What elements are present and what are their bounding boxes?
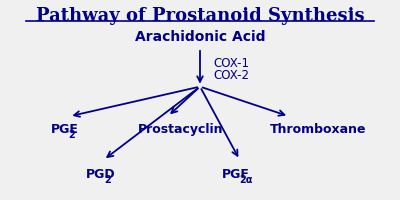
Text: PGE: PGE xyxy=(50,122,78,135)
Text: Thromboxane: Thromboxane xyxy=(270,122,366,135)
Text: Pathway of Prostanoid Synthesis: Pathway of Prostanoid Synthesis xyxy=(36,7,364,25)
Text: 2: 2 xyxy=(69,129,75,139)
Text: Prostacyclin: Prostacyclin xyxy=(138,122,223,135)
Text: 2: 2 xyxy=(104,174,111,184)
Text: PGF: PGF xyxy=(222,167,250,180)
Text: PGD: PGD xyxy=(86,167,115,180)
Text: COX-2: COX-2 xyxy=(213,69,249,82)
Text: COX-1: COX-1 xyxy=(213,57,249,70)
Text: Arachidonic Acid: Arachidonic Acid xyxy=(135,30,265,44)
Text: 2α: 2α xyxy=(239,174,253,184)
